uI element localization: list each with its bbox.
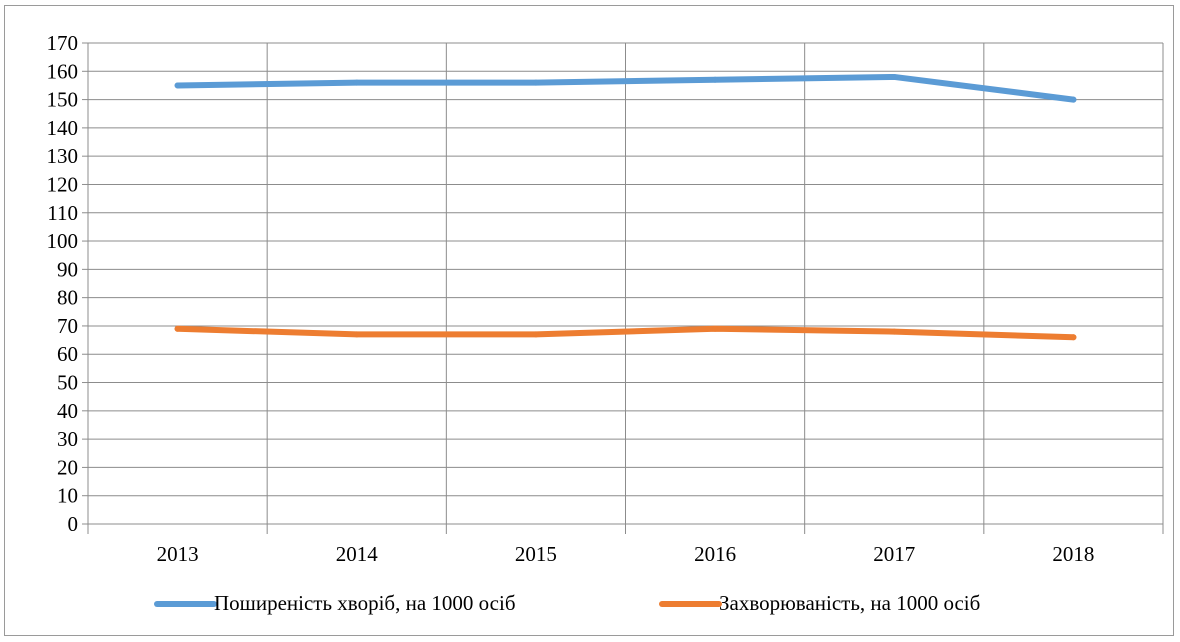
x-tick-label: 2018 xyxy=(1052,542,1094,566)
y-tick-label: 80 xyxy=(57,286,78,310)
data-point xyxy=(1070,334,1077,341)
x-tick-label: 2016 xyxy=(694,542,736,566)
data-point xyxy=(532,79,539,86)
grid-layer xyxy=(87,42,1164,525)
y-tick-label: 10 xyxy=(57,484,78,508)
legend-item: Захворюваність, на 1000 осіб xyxy=(659,591,980,615)
y-tick-label: 100 xyxy=(47,229,79,253)
y-tick-label: 20 xyxy=(57,455,78,479)
chart-frame xyxy=(4,5,1174,636)
data-point xyxy=(712,76,719,83)
data-point xyxy=(532,331,539,338)
x-tick-label: 2013 xyxy=(157,542,199,566)
legend: Поширеність хворіб, на 1000 осіб Захворюв… xyxy=(154,591,980,615)
y-tick-label: 40 xyxy=(57,399,78,423)
data-point xyxy=(174,325,181,332)
series-line-1 xyxy=(174,73,1077,103)
y-tick-label: 130 xyxy=(47,144,79,168)
data-point xyxy=(891,328,898,335)
y-tick-label: 120 xyxy=(47,172,79,196)
y-tick-label: 140 xyxy=(47,116,79,140)
axis-layer: 0 10 20 30 40 50 60 70 80 90 100 110 120 130 140 150 160… xyxy=(47,31,1164,566)
data-point xyxy=(353,331,360,338)
data-point xyxy=(174,82,181,89)
y-tick-label: 170 xyxy=(47,31,79,55)
data-point xyxy=(353,79,360,86)
series-layer xyxy=(174,73,1077,341)
legend-label: Захворюваність, на 1000 осіб xyxy=(719,591,980,615)
series-line-2 xyxy=(174,325,1077,341)
y-tick-label: 60 xyxy=(57,342,78,366)
y-tick-label: 50 xyxy=(57,371,78,395)
x-tick-label: 2015 xyxy=(515,542,557,566)
x-tick-label: 2014 xyxy=(336,542,379,566)
legend-item: Поширеність хворіб, на 1000 осіб xyxy=(154,591,516,615)
y-tick-label: 90 xyxy=(57,257,78,281)
y-tick-label: 0 xyxy=(68,512,79,536)
y-tick-label: 150 xyxy=(47,88,79,112)
y-tick-label: 110 xyxy=(47,201,78,225)
y-tick-label: 70 xyxy=(57,314,78,338)
y-tick-label: 160 xyxy=(47,59,79,83)
y-tick-label: 30 xyxy=(57,427,78,451)
data-point xyxy=(891,73,898,80)
data-point xyxy=(1070,96,1077,103)
x-tick-label: 2017 xyxy=(873,542,915,566)
legend-label: Поширеність хворіб, на 1000 осіб xyxy=(214,591,516,615)
data-point xyxy=(712,325,719,332)
